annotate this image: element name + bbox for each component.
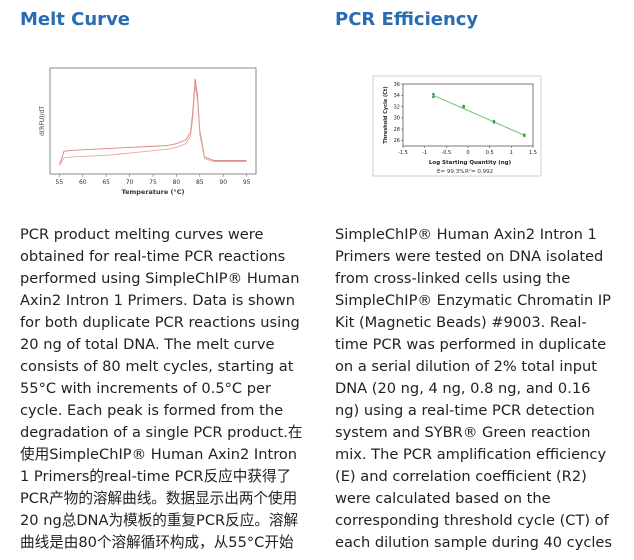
- efficiency-x-tick-label: 0: [466, 150, 469, 156]
- melt-x-tick-label: 70: [126, 179, 134, 186]
- efficiency-r2-label: R²= 0.992: [465, 168, 493, 175]
- melt-curve-section: Melt Curve d(RFU)/dT 55 60 65 70 75 80 85 90 95 …: [20, 0, 320, 551]
- efficiency-x-tick-label: -1: [422, 150, 427, 156]
- melt-x-tick-label: 80: [173, 179, 181, 186]
- melt-x-tick-label: 90: [219, 179, 227, 186]
- pcr-efficiency-chart: 36 34 32 30 28 26 -1.5 -1 -0.5 0 0.5 1 1.5 Threshol…: [335, 42, 634, 212]
- efficiency-y-tick-label: 34: [394, 93, 400, 99]
- efficiency-y-tick-label: 28: [394, 127, 400, 133]
- efficiency-plot-frame: [402, 83, 534, 147]
- efficiency-x-axis-label: Log Starting Quantity (ng): [429, 160, 512, 166]
- efficiency-data-point: [462, 105, 465, 109]
- melt-x-tick-label: 55: [56, 179, 64, 186]
- efficiency-fit-line: [433, 94, 525, 136]
- efficiency-data-point: [432, 95, 435, 99]
- efficiency-y-axis-label: Threshold Cycle (Ct): [383, 86, 389, 143]
- pcr-efficiency-figure: 36 34 32 30 28 26 -1.5 -1 -0.5 0 0.5 1 1.5 Threshol…: [335, 42, 634, 212]
- pcr-efficiency-description: SimpleChIP® Human Axin2 Intron 1 Primers…: [335, 226, 612, 551]
- melt-x-tick-label: 60: [79, 179, 87, 186]
- melt-y-axis-label: d(RFU)/dT: [39, 106, 46, 136]
- melt-x-axis-label: Temperature (°C): [122, 188, 185, 196]
- efficiency-x-tick-label: -1.5: [398, 150, 408, 156]
- melt-curve-figure: d(RFU)/dT 55 60 65 70 75 80 85 90 95 Temperature…: [20, 42, 320, 212]
- pcr-efficiency-section: PCR Efficiency 36 34 32 30 28 26 -1.5 -1 -0.5 0 0…: [335, 0, 634, 551]
- efficiency-y-tick-label: 32: [394, 104, 400, 110]
- efficiency-y-tick-label: 36: [394, 82, 400, 88]
- efficiency-x-tick-label: 1.5: [529, 150, 537, 156]
- pcr-efficiency-heading: PCR Efficiency: [335, 9, 479, 30]
- efficiency-y-tick-label: 26: [394, 138, 400, 144]
- efficiency-data-point: [492, 121, 496, 124]
- efficiency-e-label: E= 99.3%: [437, 169, 464, 175]
- melt-plot-frame: [49, 67, 257, 175]
- efficiency-data-point: [523, 134, 526, 138]
- melt-series-line: [59, 85, 247, 166]
- efficiency-x-tick-label: 1: [510, 150, 513, 156]
- melt-curve-heading: Melt Curve: [20, 9, 131, 30]
- melt-x-tick-label: 85: [196, 179, 204, 186]
- melt-x-tick-label: 95: [243, 179, 251, 186]
- efficiency-x-tick-label: 0.5: [486, 150, 494, 156]
- efficiency-data-point: [432, 92, 435, 96]
- efficiency-x-tick-label: -0.5: [441, 150, 451, 156]
- melt-curve-description: PCR product melting curves were obtained…: [20, 226, 303, 551]
- melt-x-tick-label: 75: [149, 179, 157, 186]
- efficiency-y-tick-label: 30: [394, 116, 400, 122]
- melt-curve-chart: d(RFU)/dT 55 60 65 70 75 80 85 90 95 Temperature…: [20, 42, 320, 212]
- melt-x-tick-label: 65: [102, 179, 110, 186]
